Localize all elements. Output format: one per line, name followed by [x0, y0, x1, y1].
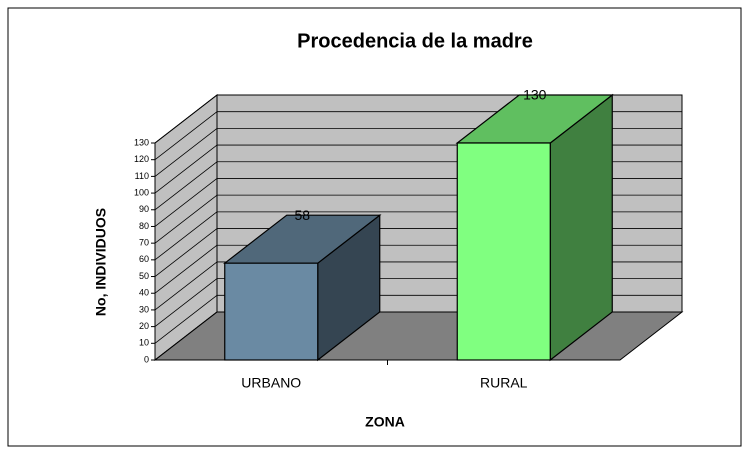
y-tick-label: 110: [135, 171, 149, 181]
x-tick-label: RURAL: [480, 375, 528, 391]
side-grid-line: [154, 161, 218, 211]
y-tick-label: 130: [134, 137, 149, 147]
y-axis-label: No, INDIVIDUOS: [93, 208, 109, 316]
y-tick-label: 20: [139, 321, 149, 331]
y-tick-label: 80: [139, 221, 149, 231]
y-tick-label: 10: [139, 338, 149, 348]
side-grid-line: [154, 261, 218, 311]
y-tick-label: 50: [139, 271, 149, 281]
side-grid-line: [154, 244, 218, 294]
y-tick-label: 60: [139, 254, 149, 264]
y-tick-label: 90: [139, 204, 149, 214]
side-grid-line: [154, 194, 218, 244]
chart-title: Procedencia de la madre: [297, 30, 533, 52]
bar: [456, 142, 551, 361]
value-label: 130: [523, 87, 547, 103]
value-label: 58: [294, 207, 310, 223]
y-tick-label: 100: [134, 187, 149, 197]
side-grid-line: [154, 311, 218, 361]
y-tick-label: 70: [139, 238, 149, 248]
side-grid-line: [154, 211, 218, 261]
side-grid-line: [154, 144, 218, 194]
y-tick-label: 30: [139, 304, 149, 314]
bar: [224, 262, 319, 361]
side-grid-line: [154, 278, 218, 327]
side-grid-line: [154, 111, 218, 161]
x-tick-label: URBANO: [241, 375, 301, 391]
y-tick-label: 40: [139, 288, 149, 298]
side-grid-line: [154, 294, 218, 344]
side-grid-line: [154, 94, 218, 144]
y-tick-label: 0: [144, 354, 149, 364]
side-grid-line: [154, 228, 218, 277]
side-grid-line: [154, 178, 218, 227]
side-grid-line: [154, 128, 218, 177]
y-tick-label: 120: [134, 154, 149, 164]
x-axis-label: ZONA: [365, 414, 405, 430]
